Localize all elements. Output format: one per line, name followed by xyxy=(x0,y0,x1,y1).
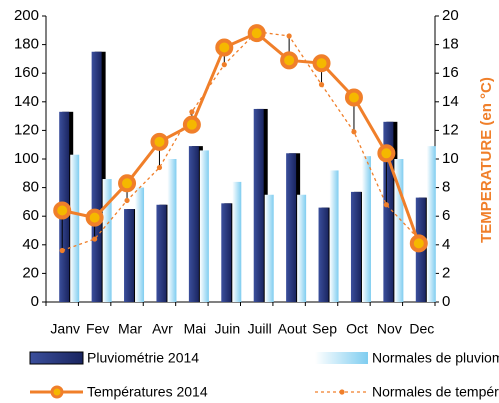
point xyxy=(150,132,169,151)
point xyxy=(351,129,357,135)
bar xyxy=(329,170,339,302)
y-tick-label: 0 xyxy=(31,293,39,310)
bar xyxy=(394,159,404,302)
point xyxy=(189,109,195,115)
bar xyxy=(91,51,102,302)
point xyxy=(247,24,266,43)
point xyxy=(377,144,396,163)
point xyxy=(92,236,98,242)
legend-swatch xyxy=(50,385,64,399)
bar xyxy=(286,153,297,302)
bar xyxy=(135,187,145,302)
bar xyxy=(361,156,371,302)
y2-tick-label: 18 xyxy=(442,36,459,53)
bar xyxy=(70,154,80,302)
y2-axis-label: TEMPERATURE (en °C) xyxy=(478,77,495,243)
y-tick-label: 60 xyxy=(22,207,39,224)
point xyxy=(383,202,389,208)
bar xyxy=(350,191,361,302)
y-tick-label: 180 xyxy=(14,36,39,53)
x-tick-label: Oct xyxy=(346,321,368,337)
bar xyxy=(188,146,199,302)
point xyxy=(59,247,65,254)
y2-tick-label: 4 xyxy=(442,236,450,253)
y2-tick-label: 10 xyxy=(442,150,459,167)
x-tick-label: Juin xyxy=(214,321,240,337)
point xyxy=(53,201,72,220)
bar xyxy=(264,194,274,302)
y2-tick-label: 20 xyxy=(442,7,459,24)
y-tick-label: 40 xyxy=(22,236,39,253)
bar xyxy=(199,150,209,302)
legend-label: Pluviométrie 2014 xyxy=(87,350,199,366)
bar xyxy=(167,159,177,302)
y-tick-label: 140 xyxy=(14,93,39,110)
point xyxy=(312,54,331,73)
x-tick-label: Mai xyxy=(184,321,207,337)
point xyxy=(318,82,325,88)
y2-tick-label: 8 xyxy=(442,179,450,196)
legend-label: Normales de température xyxy=(372,384,499,400)
point xyxy=(85,208,104,227)
y2-tick-label: 12 xyxy=(442,121,459,138)
x-tick-label: Fev xyxy=(86,321,109,337)
y2-tick-label: 0 xyxy=(442,293,450,310)
bar xyxy=(253,108,264,302)
legend-label: Normales de pluviométrie xyxy=(372,350,499,366)
x-tick-label: Janv xyxy=(50,321,80,337)
legend-swatch xyxy=(315,352,368,364)
legend-swatch xyxy=(339,389,345,395)
y-tick-label: 200 xyxy=(14,7,39,24)
point xyxy=(124,197,130,204)
bar xyxy=(297,194,307,302)
bar xyxy=(383,121,394,302)
y2-tick-label: 2 xyxy=(442,264,450,281)
legend-label: Températures 2014 xyxy=(87,384,208,400)
bar xyxy=(156,204,167,302)
point xyxy=(286,33,292,39)
x-tick-label: Avr xyxy=(152,321,173,337)
y-tick-label: 100 xyxy=(14,150,39,167)
bar xyxy=(318,207,329,302)
x-tick-label: Mar xyxy=(118,321,142,337)
bar xyxy=(124,209,135,302)
y-tick-label: 20 xyxy=(22,264,39,281)
y2-tick-label: 6 xyxy=(442,207,450,224)
point xyxy=(280,51,299,70)
point xyxy=(215,38,234,57)
point xyxy=(409,234,428,253)
x-tick-label: Juill xyxy=(248,321,272,337)
y2-tick-label: 16 xyxy=(442,64,459,81)
y2-tick-label: 14 xyxy=(442,93,459,110)
bar xyxy=(221,203,232,302)
bar xyxy=(426,146,436,302)
point xyxy=(156,164,163,171)
x-tick-label: Nov xyxy=(377,321,402,337)
point xyxy=(182,115,201,134)
y-tick-label: 160 xyxy=(14,64,39,81)
point xyxy=(221,62,227,68)
x-tick-label: Aout xyxy=(278,321,307,337)
y-tick-label: 120 xyxy=(14,121,39,138)
legend-swatch xyxy=(29,351,84,365)
x-tick-label: Dec xyxy=(409,321,434,337)
x-tick-label: Sep xyxy=(312,321,337,337)
bar xyxy=(232,181,242,302)
y-tick-label: 80 xyxy=(22,179,39,196)
point xyxy=(344,88,363,107)
bar xyxy=(102,179,112,302)
point xyxy=(118,174,137,193)
